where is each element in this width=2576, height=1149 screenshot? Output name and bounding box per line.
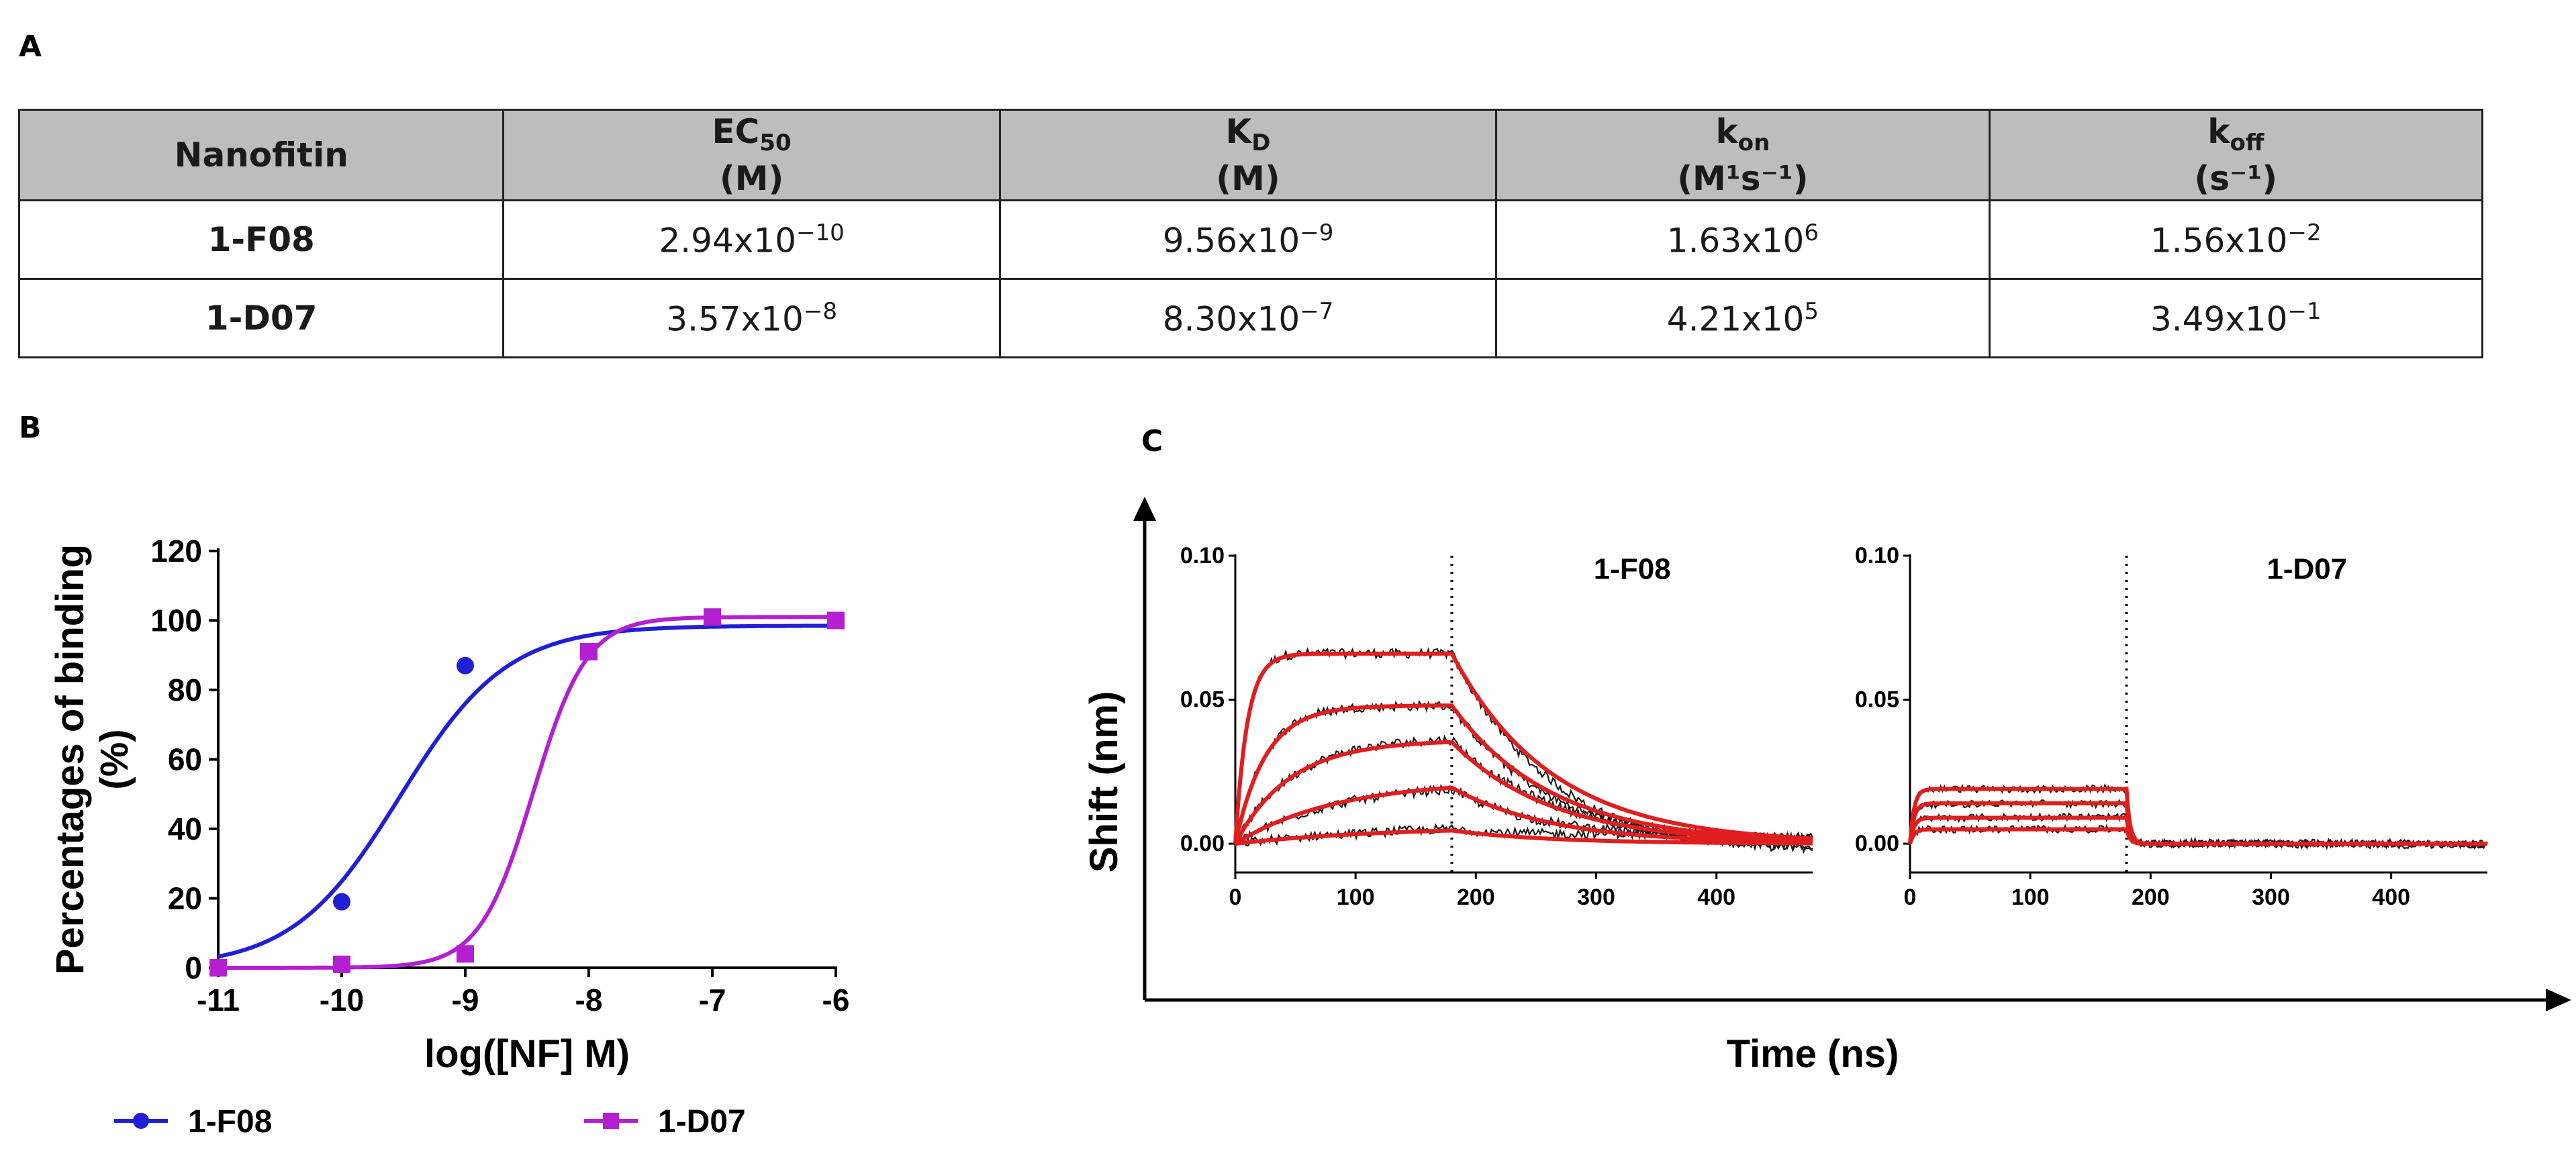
data-point-1-D07 xyxy=(580,643,598,661)
ec50-cell: 3.57x10−8 xyxy=(502,278,1001,358)
fit-curve-trace-2 xyxy=(1908,801,2487,846)
fit-curve-trace-2 xyxy=(1233,703,1813,844)
col-header-koff: koff (s⁻¹) xyxy=(1988,109,2484,201)
kon-cell: 4.21x105 xyxy=(1495,278,1991,358)
legend-label-1-D07: 1-D07 xyxy=(658,1104,746,1140)
y-axis-label: Shift (nm) xyxy=(1082,691,1126,873)
y-tick-label: 0.10 xyxy=(1855,543,1899,568)
x-tick-label: 100 xyxy=(2011,885,2050,910)
y-tick-label: 0.05 xyxy=(1855,687,1899,713)
binding-chart: 0 20 40 60 80 100 120 -11 -10 -9 -8 -7 -6 log([NF] M)… xyxy=(48,534,850,1140)
table-row: 1-F08 2.94x10−10 9.56x10−9 1.63x106 1.56… xyxy=(17,199,2484,280)
y-tick-label: 0.10 xyxy=(1180,543,1225,568)
panel-label-c: C xyxy=(1141,424,1163,458)
x-tick-label: 200 xyxy=(2132,885,2170,910)
col-header-kd: KD (M) xyxy=(998,109,1498,201)
y-tick-label: 0 xyxy=(185,950,202,985)
fit-curve-trace-3 xyxy=(1233,740,1813,845)
data-point-1-D07 xyxy=(704,608,721,626)
subplot-title: 1-F08 xyxy=(1594,552,1671,585)
data-point-1-D07 xyxy=(457,945,474,963)
row-name: 1-D07 xyxy=(17,278,505,358)
x-tick-label: -7 xyxy=(699,983,726,1017)
data-point-1-D07 xyxy=(333,955,350,973)
x-tick-label: 400 xyxy=(1697,885,1735,910)
kinetics-table: Nanofitin EC50 (M) KD (M) kon (M¹s⁻¹) ko… xyxy=(17,109,2484,358)
x-tick-label: 100 xyxy=(1337,885,1375,910)
panel-label-b: B xyxy=(19,411,42,445)
panel-label-a: A xyxy=(19,30,42,64)
y-tick-label: 0.00 xyxy=(1855,831,1899,856)
x-axis-label: Time (ns) xyxy=(1727,1032,1899,1076)
y-axis-label: Percentages of binding(%) xyxy=(48,544,136,975)
y-tick-label: 80 xyxy=(168,672,202,707)
x-axis-label: log([NF] M) xyxy=(424,1032,630,1076)
y-axis-label-line-2: (%) xyxy=(93,729,136,789)
y-tick-label: 40 xyxy=(168,811,202,846)
col-header-nanofitin: Nanofitin xyxy=(17,109,505,201)
subplot-title: 1-D07 xyxy=(2267,552,2347,585)
x-tick-label: 0 xyxy=(1229,885,1242,910)
y-axis-label-line-1: Percentages of binding xyxy=(48,544,92,975)
data-point-1-D07 xyxy=(209,959,227,977)
ec50-cell: 2.94x10−10 xyxy=(502,199,1001,280)
fit-curve-trace-5 xyxy=(1235,828,1813,846)
x-tick-label: -9 xyxy=(452,983,479,1017)
table-header-row: Nanofitin EC50 (M) KD (M) kon (M¹s⁻¹) ko… xyxy=(17,109,2484,201)
data-point-1-F08 xyxy=(333,893,350,911)
x-tick-label: 400 xyxy=(2372,885,2410,910)
legend-marker-1-F08 xyxy=(133,1113,149,1129)
outer-x-arrow xyxy=(2546,989,2571,1011)
y-tick-label: 0.00 xyxy=(1180,831,1225,856)
y-tick-label: 100 xyxy=(150,603,202,638)
col-header-kon: kon (M¹s⁻¹) xyxy=(1495,109,1991,201)
x-tick-label: 0 xyxy=(1904,885,1917,910)
row-name: 1-F08 xyxy=(17,199,505,280)
fit-curve-trace-4 xyxy=(1908,827,2487,846)
legend-label-1-F08: 1-F08 xyxy=(188,1104,272,1140)
y-tick-label: 60 xyxy=(168,742,202,777)
bli-sensorgram-chart: Shift (nm) Time (ns) 0.00 0.05 0.10 0 100 200 30… xyxy=(1082,497,2571,1076)
kd-cell: 9.56x10−9 xyxy=(998,199,1498,280)
x-tick-label: -10 xyxy=(320,983,364,1017)
kd-cell: 8.30x10−7 xyxy=(998,278,1498,358)
col-header-ec50: EC50 (M) xyxy=(502,109,1001,201)
koff-cell: 1.56x10−2 xyxy=(1988,199,2484,280)
koff-cell: 3.49x10−1 xyxy=(1988,278,2484,358)
x-tick-label: 300 xyxy=(2252,885,2290,910)
x-tick-label: -6 xyxy=(822,983,850,1017)
x-tick-label: 300 xyxy=(1577,885,1615,910)
x-tick-label: -11 xyxy=(197,983,240,1017)
x-tick-label: -8 xyxy=(575,983,603,1017)
data-point-1-F08 xyxy=(457,656,474,675)
legend-marker-1-D07 xyxy=(603,1113,619,1129)
y-tick-label: 120 xyxy=(150,534,202,568)
x-tick-label: 200 xyxy=(1457,885,1495,910)
fit-curve-1-D07 xyxy=(218,615,836,970)
fit-curve-trace-1 xyxy=(1233,651,1813,844)
data-point-1-D07 xyxy=(827,611,845,630)
fit-curve-trace-4 xyxy=(1234,785,1813,846)
kon-cell: 1.63x106 xyxy=(1495,199,1991,280)
fit-curve-1-F08 xyxy=(218,623,836,959)
y-tick-label: 20 xyxy=(168,881,202,916)
outer-y-arrow xyxy=(1133,497,1156,521)
y-tick-label: 0.05 xyxy=(1180,687,1225,713)
table-row: 1-D07 3.57x10−8 8.30x10−7 4.21x105 3.49x… xyxy=(17,278,2484,358)
